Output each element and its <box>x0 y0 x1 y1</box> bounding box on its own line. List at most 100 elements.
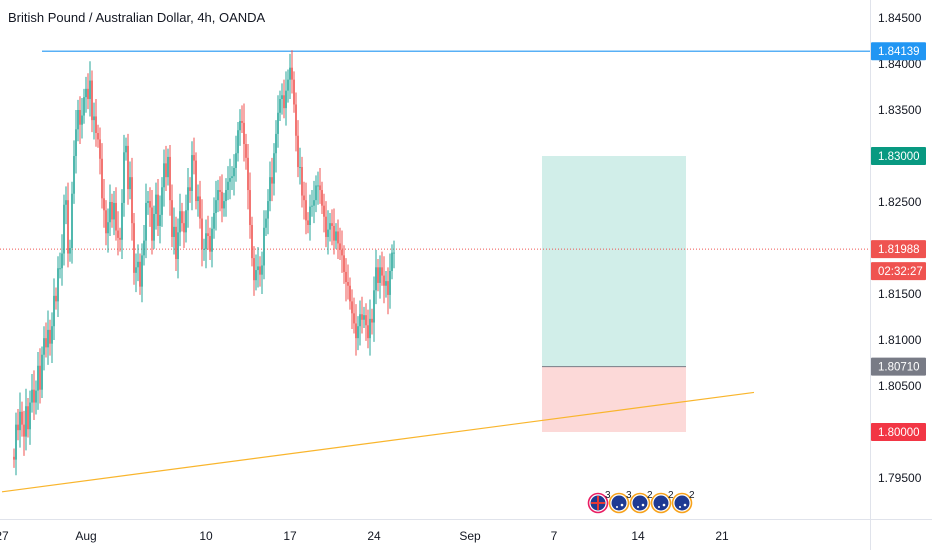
candle <box>191 141 193 211</box>
entry-price-tag: 1.80710 <box>871 357 926 376</box>
candle-body <box>313 200 315 206</box>
candle <box>205 219 207 269</box>
candle-body <box>135 267 137 273</box>
time-tick-label: 10 <box>199 529 213 543</box>
event-marker[interactable]: 2 <box>671 490 696 514</box>
candle <box>325 201 327 248</box>
flag-star <box>683 503 687 507</box>
candle <box>53 278 55 340</box>
candle <box>109 184 111 237</box>
countdown-tag: 02:32:27 <box>871 262 926 281</box>
candle <box>41 346 43 398</box>
candle-body <box>49 329 51 344</box>
candle <box>105 200 107 246</box>
candle-body <box>31 389 33 403</box>
candle-body <box>351 301 353 314</box>
candle <box>355 304 357 356</box>
candle <box>81 98 83 139</box>
candle <box>37 351 39 410</box>
candle <box>61 234 63 286</box>
candle <box>393 240 395 269</box>
resistance-price-tag-text: 1.84139 <box>878 46 920 58</box>
candle-body <box>315 185 317 201</box>
candle-body <box>181 211 183 224</box>
candle-body <box>215 200 217 214</box>
candle-body <box>357 326 359 339</box>
candle-body <box>149 201 151 208</box>
candle <box>301 156 303 208</box>
price-tick-label: 1.80500 <box>878 379 922 393</box>
candle-body <box>263 227 265 266</box>
candle-body <box>175 226 177 260</box>
candle <box>259 256 261 287</box>
candle-body <box>27 406 29 430</box>
candle <box>295 92 297 152</box>
candle-body <box>77 110 79 130</box>
event-marker[interactable]: 3 <box>587 490 612 514</box>
candle <box>229 158 231 200</box>
candle-body <box>145 202 147 241</box>
candle-body <box>381 267 383 276</box>
time-tick-label: Aug <box>75 529 96 543</box>
candle <box>129 161 131 200</box>
candle-body <box>23 424 25 437</box>
candle-body <box>153 213 155 241</box>
candle-body <box>307 220 309 225</box>
candle-body <box>297 135 299 168</box>
candle <box>155 182 157 230</box>
candle-body <box>41 354 43 390</box>
candle <box>115 187 117 241</box>
time-axis[interactable]: 27 Aug 10 17 24 Sep 7 14 21 <box>0 529 729 543</box>
candle <box>143 225 145 266</box>
target-zone <box>542 156 686 367</box>
target-price-tag-bg <box>871 147 926 165</box>
event-marker[interactable]: 2 <box>650 490 675 514</box>
candle-body <box>261 265 263 275</box>
candle-body <box>363 315 365 320</box>
candle-body <box>33 389 35 403</box>
event-marker[interactable]: 2 <box>629 490 654 514</box>
candle-body <box>369 318 371 339</box>
candle-body <box>311 205 313 207</box>
candle <box>63 194 65 266</box>
candle <box>345 258 347 302</box>
flag-star <box>641 503 645 507</box>
candle-body <box>179 211 181 233</box>
countdown-tag-bg <box>871 262 926 281</box>
candle <box>373 276 375 342</box>
candle <box>19 392 21 448</box>
candle-body <box>107 222 109 234</box>
candle-body <box>289 67 291 80</box>
candle-body <box>281 95 283 99</box>
candle-body <box>115 202 117 231</box>
candle-body <box>355 323 357 339</box>
event-markers[interactable]: 3 3 2 2 2 <box>587 490 696 514</box>
candle <box>147 190 149 215</box>
candle <box>167 148 169 186</box>
candle <box>169 144 171 216</box>
candle <box>103 179 105 228</box>
candle-body <box>341 249 343 256</box>
candle <box>163 149 165 207</box>
candle-body <box>203 248 205 250</box>
candle <box>267 189 269 235</box>
candle <box>271 157 273 202</box>
candle-body <box>55 295 57 302</box>
candle <box>131 157 133 241</box>
candle-body <box>83 97 85 116</box>
candle <box>79 96 81 145</box>
candle <box>123 134 125 217</box>
candle-body <box>51 326 53 344</box>
stop-price-tag-text: 1.80000 <box>878 427 920 439</box>
candle <box>111 193 113 228</box>
candle <box>313 180 315 224</box>
candle <box>387 267 389 315</box>
candle-body <box>71 193 73 248</box>
candle-body <box>151 207 153 241</box>
candle-body <box>371 318 373 323</box>
event-marker[interactable]: 3 <box>608 490 633 514</box>
candle <box>23 410 25 456</box>
target-price-tag: 1.83000 <box>871 147 926 165</box>
candle <box>279 90 281 122</box>
